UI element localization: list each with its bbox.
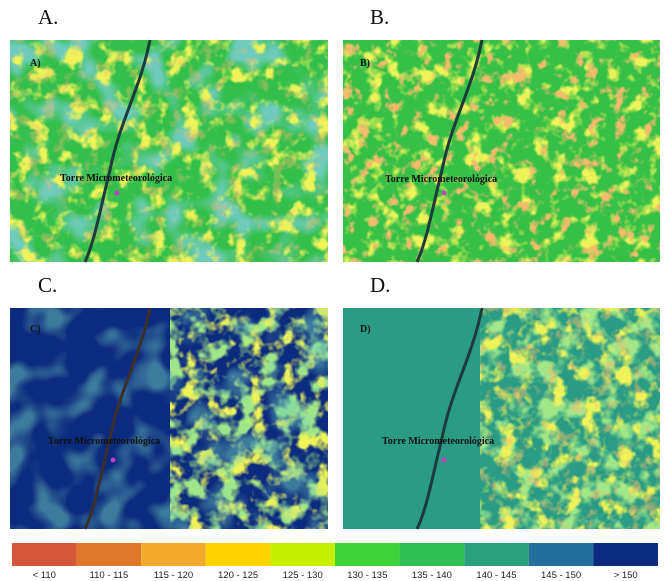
legend-swatch xyxy=(206,543,271,566)
legend-swatch xyxy=(12,543,77,566)
legend-label: 140 - 145 xyxy=(476,570,516,581)
tower-marker xyxy=(442,458,447,463)
legend-label: < 110 xyxy=(33,570,56,581)
legend-label: 110 - 115 xyxy=(90,570,129,581)
legend-swatch xyxy=(77,543,142,566)
legend-label: 145 - 150 xyxy=(541,570,581,581)
map-b xyxy=(343,40,660,262)
legend-swatch xyxy=(270,543,335,566)
legend-label: 125 - 130 xyxy=(283,570,323,581)
map-a xyxy=(10,40,328,262)
legend-label: 130 - 135 xyxy=(347,570,387,581)
tower-marker xyxy=(442,191,447,196)
legend: < 110 110 - 115 115 - 120 120 - 125 125 - 13… xyxy=(12,543,658,581)
tower-label: Torre Micrometeorológica xyxy=(60,173,172,184)
panel-title: C. xyxy=(38,273,57,297)
panel-tag: C) xyxy=(30,324,41,335)
legend-swatch xyxy=(141,543,206,566)
legend-label: > 150 xyxy=(614,570,638,581)
tower-label: Torre Micrometeorológica xyxy=(382,436,494,447)
panel-tag: B) xyxy=(360,58,370,69)
panel-tag: A) xyxy=(30,58,41,69)
legend-swatch xyxy=(400,543,465,566)
legend-label: 115 - 120 xyxy=(154,570,193,581)
figure: A. B. C. D. A) B) C) D) Torre Micrometeo… xyxy=(0,0,666,581)
legend-swatch xyxy=(464,543,529,566)
legend-swatch xyxy=(529,543,594,566)
legend-label: 120 - 125 xyxy=(218,570,258,581)
tower-marker xyxy=(111,458,116,463)
panel-title: B. xyxy=(370,5,389,29)
panel-title: A. xyxy=(38,5,58,29)
legend-swatch xyxy=(335,543,400,566)
tower-label: Torre Micrometeorológica xyxy=(385,174,497,185)
map-c xyxy=(10,308,328,529)
legend-label: 135 - 140 xyxy=(412,570,452,581)
panel-tag: D) xyxy=(360,324,371,335)
tower-marker xyxy=(115,191,120,196)
tower-label: Torre Micrometeorológica xyxy=(48,436,160,447)
legend-swatch xyxy=(593,543,658,566)
map-d xyxy=(343,308,660,529)
panel-title: D. xyxy=(370,273,390,297)
